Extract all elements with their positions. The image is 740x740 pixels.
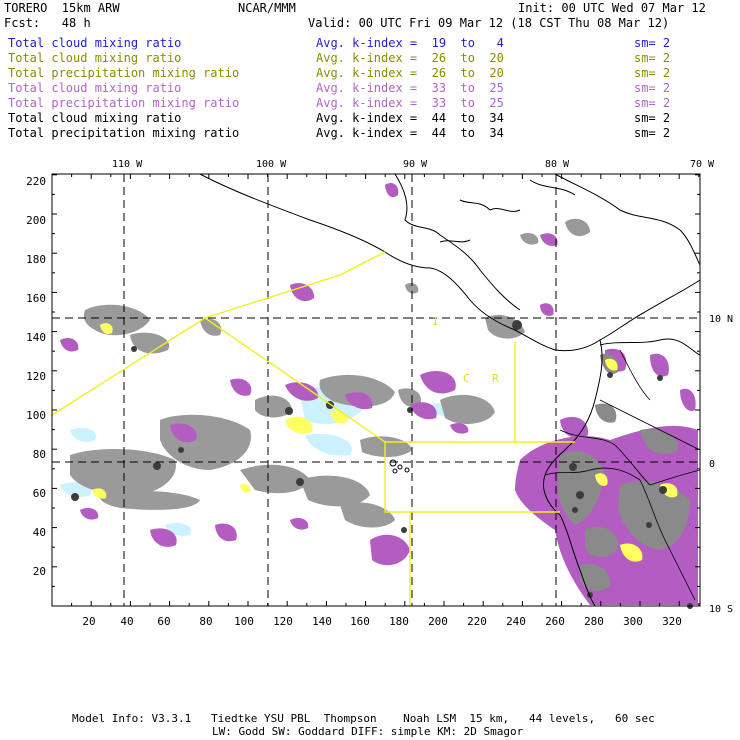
legend-sm: sm= 2 xyxy=(634,66,671,80)
legend-kindex: Avg. k-index = 33 to 25 xyxy=(316,96,504,110)
country-border-layer xyxy=(544,349,701,601)
top-lon-label: 90 W xyxy=(403,159,428,170)
legend-field: Total precipitation mixing ratio xyxy=(8,66,240,80)
legend-sm: sm= 2 xyxy=(634,51,671,65)
bottom-grid-label: 100 xyxy=(234,615,254,628)
region-label: C xyxy=(463,372,470,385)
footer-physics-info: LW: Godd SW: Goddard DIFF: simple KM: 2D… xyxy=(212,725,524,738)
legend-field: Total cloud mixing ratio xyxy=(8,36,182,50)
legend-kindex: Avg. k-index = 44 to 34 xyxy=(316,126,504,140)
bottom-grid-label: 120 xyxy=(273,615,293,628)
legend-kindex: Avg. k-index = 26 to 20 xyxy=(316,66,504,80)
left-grid-label: 180 xyxy=(26,253,46,266)
legend-kindex: Avg. k-index = 33 to 25 xyxy=(316,81,504,95)
left-grid-label: 60 xyxy=(33,487,46,500)
legend-kindex: Avg. k-index = 44 to 34 xyxy=(316,111,504,125)
bottom-grid-label: 300 xyxy=(623,615,643,628)
bottom-grid-label: 80 xyxy=(199,615,212,628)
region-label: I xyxy=(432,315,439,328)
left-grid-label: 80 xyxy=(33,448,46,461)
bottom-grid-label: 200 xyxy=(428,615,448,628)
legend-kindex: Avg. k-index = 19 to 4 xyxy=(316,36,504,50)
legend-sm: sm= 2 xyxy=(634,81,671,95)
bottom-grid-label: 60 xyxy=(157,615,170,628)
init-time: Init: 00 UTC Wed 07 Mar 12 xyxy=(518,1,706,15)
left-grid-label: 100 xyxy=(26,409,46,422)
yellow-precip-layer xyxy=(92,323,678,562)
left-grid-label: 140 xyxy=(26,331,46,344)
forecast-hour: Fcst: 48 h xyxy=(4,16,91,30)
right-lat-label: 0 xyxy=(709,459,715,470)
legend-field: Total precipitation mixing ratio xyxy=(8,96,240,110)
galapagos-islands xyxy=(389,459,410,474)
bottom-grid-label: 240 xyxy=(506,615,526,628)
legend-field: Total precipitation mixing ratio xyxy=(8,126,240,140)
right-lat-label: 10 N xyxy=(709,314,733,325)
legend-sm: sm= 2 xyxy=(634,96,671,110)
legend-sm: sm= 2 xyxy=(634,36,671,50)
left-grid-label: 20 xyxy=(33,565,46,578)
region-label: R xyxy=(492,372,499,385)
legend-field: Total cloud mixing ratio xyxy=(8,51,182,65)
bottom-grid-label: 20 xyxy=(82,615,95,628)
top-lon-label: 110 W xyxy=(112,159,143,170)
map-data-layer xyxy=(60,183,698,609)
bottom-grid-label: 260 xyxy=(545,615,565,628)
legend-sm: sm= 2 xyxy=(634,111,671,125)
region-labels: I C R xyxy=(432,315,499,385)
valid-time: Valid: 00 UTC Fri 09 Mar 12 (18 CST Thu … xyxy=(308,16,670,30)
axis-ticks xyxy=(51,174,700,607)
dark-core-layer xyxy=(71,320,693,609)
bottom-grid-label: 160 xyxy=(350,615,370,628)
legend-field: Total cloud mixing ratio xyxy=(8,111,182,125)
top-lon-label: 100 W xyxy=(256,159,287,170)
left-grid-label: 120 xyxy=(26,370,46,383)
top-lon-label: 80 W xyxy=(545,159,570,170)
bottom-grid-label: 280 xyxy=(584,615,604,628)
legend-field: Total cloud mixing ratio xyxy=(8,81,182,95)
bottom-grid-label: 180 xyxy=(389,615,409,628)
bottom-grid-label: 220 xyxy=(467,615,487,628)
right-lat-label: 10 S xyxy=(709,604,733,615)
footer-model-info: Model Info: V3.3.1 Tiedtke YSU PBL Thomp… xyxy=(72,712,655,725)
model-name: TORERO 15km ARW xyxy=(4,1,120,15)
region-boundaries xyxy=(51,251,575,606)
left-grid-label: 200 xyxy=(26,214,46,227)
bottom-grid-label: 40 xyxy=(120,615,133,628)
bottom-grid-label: 140 xyxy=(312,615,332,628)
left-grid-label: 40 xyxy=(33,526,46,539)
bottom-grid-label: 320 xyxy=(662,615,682,628)
latlon-grid xyxy=(52,174,700,606)
top-lon-label: 70 W xyxy=(690,159,715,170)
left-grid-label: 220 xyxy=(26,175,46,188)
legend-kindex: Avg. k-index = 26 to 20 xyxy=(316,51,504,65)
legend-sm: sm= 2 xyxy=(634,126,671,140)
left-grid-label: 160 xyxy=(26,292,46,305)
organization: NCAR/MMM xyxy=(238,1,296,15)
